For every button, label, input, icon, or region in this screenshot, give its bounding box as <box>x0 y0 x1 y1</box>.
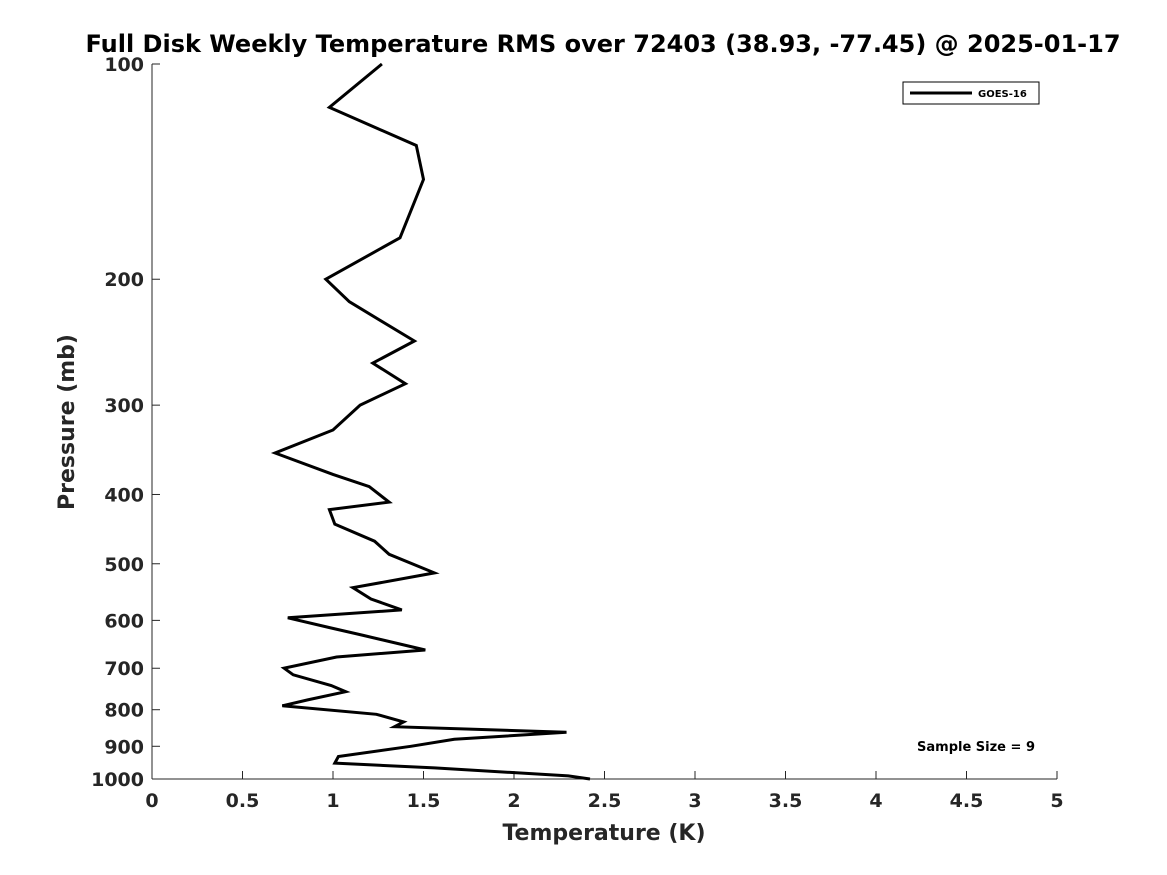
legend-item-goes-16: GOES-16 <box>978 89 1027 100</box>
series-line-goes-16 <box>270 62 591 781</box>
x-tick-label: 1 <box>326 790 339 812</box>
y-tick-label: 800 <box>104 700 144 722</box>
x-axis-label: Temperature (K) <box>502 821 705 846</box>
x-axis-ticks: 0 0.5 1 1.5 2 2.5 3 3.5 4 4.5 5 <box>145 771 1064 812</box>
y-axis-ticks: 100 200 300 400 500 600 700 800 900 1000 <box>91 54 160 791</box>
x-tick-label: 3.5 <box>769 790 803 812</box>
y-axis-label: Pressure (mb) <box>55 334 80 510</box>
x-tick-label: 5 <box>1050 790 1063 812</box>
x-tick-label: 4 <box>869 790 882 812</box>
y-tick-label: 900 <box>104 736 144 758</box>
x-tick-label: 0.5 <box>226 790 260 812</box>
x-tick-label: 3 <box>688 790 701 812</box>
series-layer <box>270 62 591 781</box>
x-tick-label: 2 <box>507 790 520 812</box>
legend: GOES-16 <box>902 81 1040 105</box>
y-tick-label: 100 <box>104 54 144 76</box>
y-tick-label: 600 <box>104 610 144 632</box>
y-tick-label: 200 <box>104 269 144 291</box>
x-tick-label: 0 <box>145 790 158 812</box>
x-tick-label: 2.5 <box>588 790 622 812</box>
sample-size-annotation: Sample Size = 9 <box>917 740 1035 755</box>
y-tick-label: 300 <box>104 395 144 417</box>
y-tick-label: 1000 <box>91 769 144 791</box>
chart-title: Full Disk Weekly Temperature RMS over 72… <box>85 30 1120 58</box>
y-tick-label: 400 <box>104 484 144 506</box>
x-tick-label: 4.5 <box>950 790 984 812</box>
y-tick-label: 700 <box>104 658 144 680</box>
x-tick-label: 1.5 <box>407 790 441 812</box>
y-tick-label: 500 <box>104 554 144 576</box>
